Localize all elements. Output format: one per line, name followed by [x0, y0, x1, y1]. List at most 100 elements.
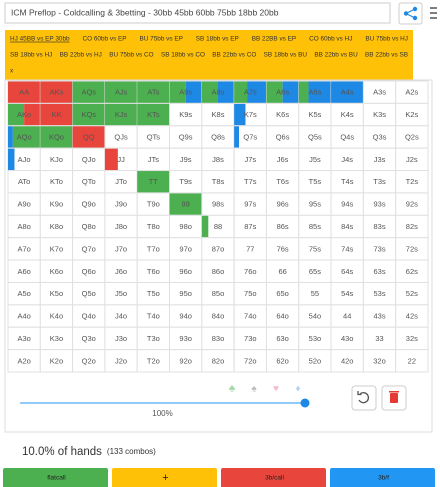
hand-label: J4o	[115, 312, 127, 321]
hand-label: T4o	[147, 312, 160, 321]
title-box[interactable]	[4, 2, 391, 24]
hand-label: 54o	[309, 312, 322, 321]
tag[interactable]: BB 22bb vs BU	[314, 52, 358, 59]
hand-label: A2o	[17, 356, 30, 365]
hand-label: A4o	[17, 312, 30, 321]
action-segment	[218, 81, 235, 103]
hand-label: Q9o	[82, 200, 96, 209]
hand-label: 97s	[244, 200, 256, 209]
hand-label: T6s	[276, 177, 289, 186]
hand-label: 82o	[212, 356, 225, 365]
action-segment	[308, 81, 332, 103]
delete-icon	[389, 391, 399, 403]
hand-label: 42s	[406, 312, 418, 321]
action-label: +	[162, 472, 168, 484]
hand-label: 85o	[212, 289, 225, 298]
undo-button[interactable]	[351, 385, 377, 411]
tag[interactable]: SB 18bb vs BU	[264, 52, 308, 59]
hand-label: A8s	[212, 88, 225, 97]
tag[interactable]: CO 60bb vs HJ	[309, 36, 352, 43]
hand-label: T3o	[147, 334, 160, 343]
hand-label: 85s	[309, 222, 321, 231]
hand-label: T5o	[147, 289, 160, 298]
tag[interactable]: BB 22bb vs SB	[365, 52, 408, 59]
hand-label: 84o	[212, 312, 225, 321]
hand-label: J6o	[115, 267, 127, 276]
action-segment	[137, 171, 170, 193]
hand-label: Q9s	[179, 132, 193, 141]
hand-label: A9o	[17, 200, 30, 209]
hand-label: J8o	[115, 222, 127, 231]
tag[interactable]: BU 75bb vs HJ	[365, 36, 408, 43]
suit-filter[interactable]: ♦	[295, 384, 300, 395]
tag[interactable]: CO 60bb vs EP	[83, 36, 127, 43]
hand-label: 87s	[244, 222, 256, 231]
hand-label: Q8s	[211, 132, 225, 141]
hand-label: J2s	[406, 155, 418, 164]
hand-label: T8o	[147, 222, 160, 231]
hand-label: 86s	[277, 222, 289, 231]
hand-label: 72o	[244, 356, 257, 365]
hand-label: K4o	[50, 312, 63, 321]
tag[interactable]: SB 18bb vs EP	[196, 36, 239, 43]
action-label: flatcall	[47, 475, 66, 482]
tag[interactable]: BU 75bb vs EP	[140, 36, 183, 43]
hand-label: 75o	[244, 289, 257, 298]
suit-filter[interactable]: ♥	[273, 384, 279, 395]
hand-label: 62s	[406, 267, 418, 276]
hand-cell[interactable]	[395, 349, 429, 373]
suit-filter[interactable]: ♠	[251, 384, 257, 395]
action-button[interactable]	[221, 468, 326, 487]
tag-bar	[5, 30, 413, 80]
hand-label: K8s	[212, 110, 225, 119]
suit-filter[interactable]: ♣	[229, 384, 236, 395]
action-button[interactable]	[3, 468, 108, 487]
hand-label: 53s	[373, 289, 385, 298]
hand-label: ATo	[18, 177, 30, 186]
combo-count: (133 combos)	[107, 447, 156, 456]
action-segment	[298, 81, 309, 103]
tag[interactable]: BB 22bb vs HJ	[60, 52, 102, 59]
hand-label: 76o	[244, 267, 257, 276]
tag[interactable]: SB 18bb vs HJ	[10, 52, 52, 59]
hand-label: T5s	[309, 177, 322, 186]
tag[interactable]: x	[10, 68, 14, 75]
tag[interactable]: HJ 45BB vs EP 30bb	[10, 36, 70, 43]
hand-label: A9s	[179, 88, 192, 97]
hand-label: 75s	[309, 244, 321, 253]
tag[interactable]: BU 75bb vs CO	[109, 52, 153, 59]
hand-label: 74s	[341, 244, 353, 253]
action-segment	[8, 126, 13, 148]
hand-label: T7s	[244, 177, 257, 186]
hand-label: 42o	[341, 356, 354, 365]
share-button[interactable]	[398, 2, 423, 25]
hand-label: A7o	[17, 244, 30, 253]
hand-label: 96o	[179, 267, 192, 276]
action-segment	[234, 81, 248, 103]
hand-label: K8o	[50, 222, 63, 231]
hand-label: 99	[182, 200, 190, 209]
hand-label: 95o	[179, 289, 192, 298]
tag[interactable]: BB 22bb vs CO	[212, 52, 256, 59]
hand-label: 64o	[276, 312, 289, 321]
hand-label: T2o	[147, 356, 160, 365]
slider-fill	[20, 402, 305, 404]
hand-label: QTo	[82, 177, 96, 186]
hand-label: 32s	[406, 334, 418, 343]
hand-label: 53o	[309, 334, 322, 343]
hand-label: 22	[408, 356, 416, 365]
action-segment	[169, 193, 202, 215]
tag[interactable]: SB 18bb vs CO	[161, 52, 205, 59]
action-segment	[234, 103, 246, 126]
hand-label: T4s	[341, 177, 354, 186]
action-button[interactable]	[112, 468, 217, 487]
hand-label: A8o	[17, 222, 30, 231]
slider-thumb[interactable]	[300, 398, 310, 408]
action-button[interactable]	[330, 468, 435, 487]
tag[interactable]: BB 22BB vs EP	[252, 36, 296, 43]
menu-icon[interactable]	[428, 5, 439, 21]
hand-label: J5o	[115, 289, 127, 298]
hand-label: 63o	[276, 334, 289, 343]
hand-label: A7s	[244, 88, 257, 97]
hand-label: T3s	[373, 177, 386, 186]
